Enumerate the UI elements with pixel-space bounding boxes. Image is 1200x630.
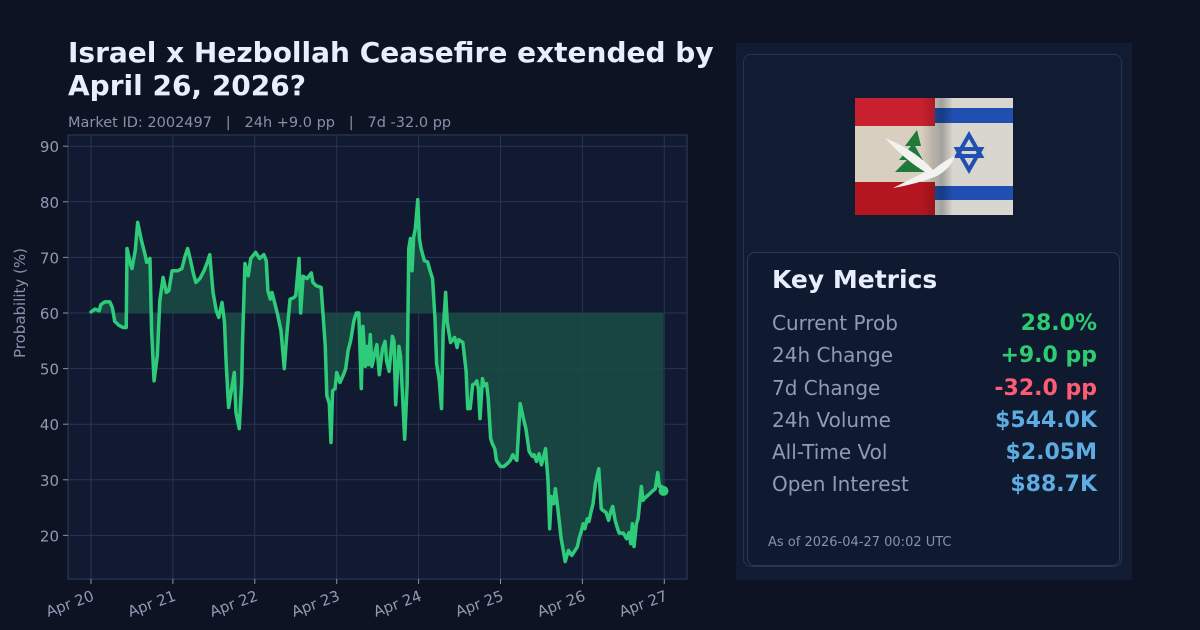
svg-text:Apr 23: Apr 23 — [289, 587, 342, 621]
svg-text:60: 60 — [40, 305, 59, 323]
flags-dove-icon — [855, 98, 1013, 215]
market-image — [855, 98, 1013, 215]
svg-text:40: 40 — [40, 416, 59, 434]
metric-current-prob: Current Prob 28.0% — [772, 311, 1097, 341]
y-axis-ticks: 20 30 40 50 60 70 80 90 — [40, 138, 68, 545]
svg-text:Apr 25: Apr 25 — [453, 587, 506, 621]
svg-text:Apr 20: Apr 20 — [43, 587, 96, 621]
metric-7d-change: 7d Change -32.0 pp — [772, 376, 1097, 406]
metric-label: 7d Change — [772, 376, 881, 400]
metric-label: 24h Volume — [772, 408, 891, 432]
svg-text:Apr 26: Apr 26 — [535, 587, 588, 621]
svg-text:Apr 27: Apr 27 — [617, 587, 670, 621]
svg-text:70: 70 — [40, 249, 59, 267]
y-axis-label: Probability (%) — [11, 247, 29, 358]
key-metrics-card: Key Metrics Current Prob 28.0% 24h Chang… — [747, 252, 1120, 566]
metric-label: Current Prob — [772, 311, 898, 335]
x-axis-ticks: Apr 20 Apr 21 Apr 22 Apr 23 Apr 24 Apr 25 Apr … — [43, 579, 670, 621]
metric-value: $544.0K — [995, 408, 1097, 433]
metric-value: -32.0 pp — [994, 376, 1097, 401]
metric-value: $88.7K — [1010, 472, 1097, 497]
svg-text:30: 30 — [40, 472, 59, 490]
svg-text:80: 80 — [40, 194, 59, 212]
info-panel-frame — [743, 54, 1122, 567]
svg-text:Apr 21: Apr 21 — [125, 587, 178, 621]
metric-open-interest: Open Interest $88.7K — [772, 472, 1097, 502]
market-subtitle: Market ID: 2002497 | 24h +9.0 pp | 7d -3… — [68, 115, 452, 131]
metric-24h-change: 24h Change +9.0 pp — [772, 343, 1097, 373]
svg-text:Apr 24: Apr 24 — [371, 587, 424, 621]
svg-text:Apr 22: Apr 22 — [207, 587, 260, 621]
metrics-title: Key Metrics — [772, 265, 938, 294]
svg-text:50: 50 — [40, 361, 59, 379]
svg-text:20: 20 — [40, 527, 59, 545]
svg-text:90: 90 — [40, 138, 59, 156]
metric-24h-volume: 24h Volume $544.0K — [772, 408, 1097, 438]
probability-line — [89, 197, 669, 564]
metric-all-time-vol: All-Time Vol $2.05M — [772, 440, 1097, 470]
metric-value: +9.0 pp — [1000, 343, 1097, 368]
metric-value: 28.0% — [1020, 311, 1097, 336]
page-title: Israel x Hezbollah Ceasefire extended by… — [68, 36, 714, 102]
metric-value: $2.05M — [1005, 440, 1097, 465]
as-of-timestamp: As of 2026-04-27 00:02 UTC — [768, 535, 952, 550]
metric-label: All-Time Vol — [772, 440, 888, 464]
metric-label: 24h Change — [772, 343, 894, 367]
baseline-fill — [91, 199, 664, 562]
metric-label: Open Interest — [772, 472, 909, 496]
